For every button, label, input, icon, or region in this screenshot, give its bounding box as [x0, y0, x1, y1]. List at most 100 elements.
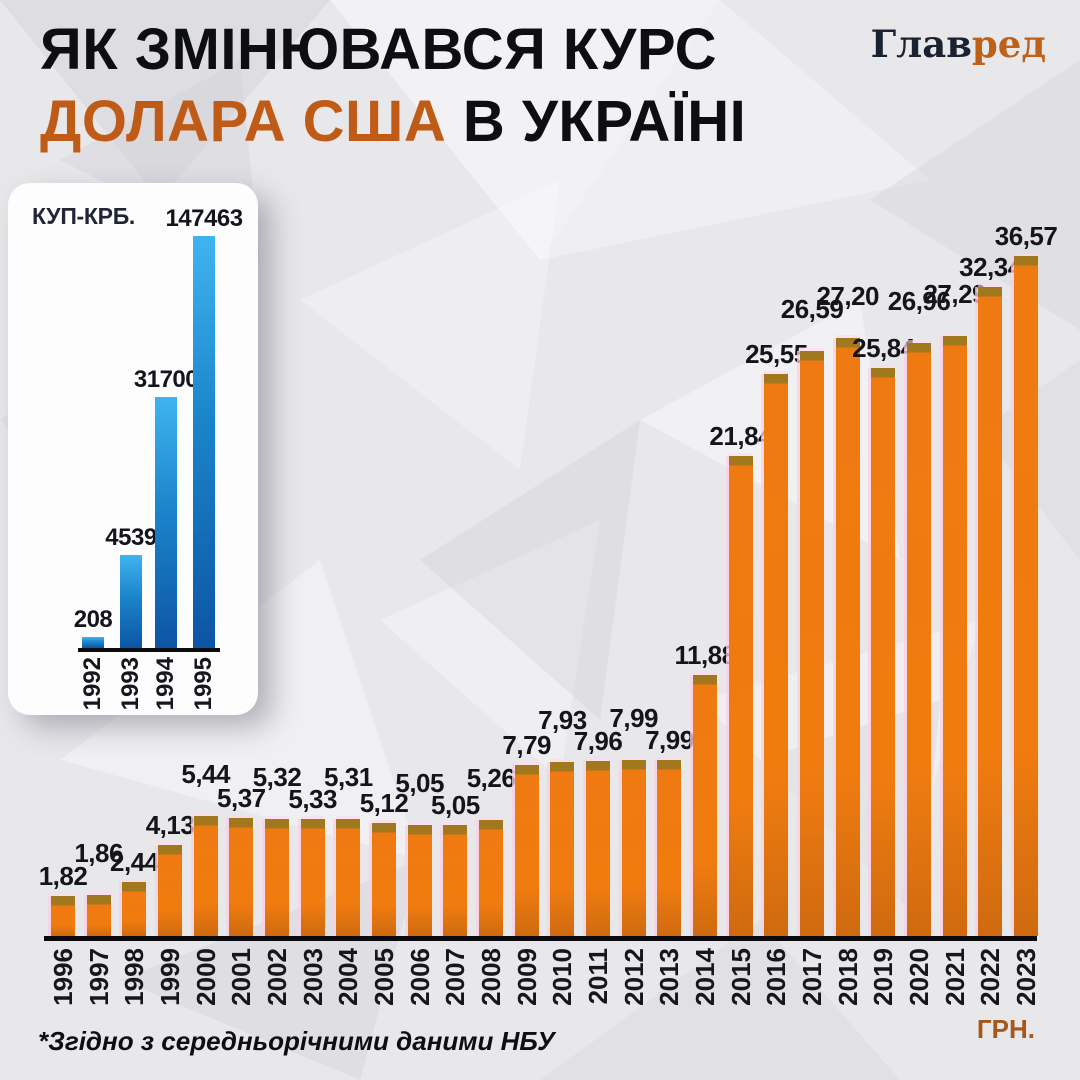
bar-year-label: 2023 — [1011, 948, 1042, 1006]
bar-value-label: 27,29 — [923, 279, 987, 309]
bar-year-label: 2004 — [333, 948, 364, 1006]
bar-value-label: 7,99 — [645, 725, 694, 755]
bar-year-label: 2019 — [868, 948, 899, 1006]
bar-year-label: 2009 — [511, 948, 542, 1006]
title-line-1: ЯК ЗМІНЮВАВСЯ КУРС — [40, 17, 717, 82]
bar-2012 — [621, 760, 646, 936]
bar-value-label: 5,33 — [288, 784, 337, 814]
main-axis-line — [44, 936, 1037, 941]
inset-bar-1993 — [120, 555, 142, 648]
bar-year-label: 2021 — [939, 948, 970, 1006]
bar-year-label: 2022 — [975, 948, 1006, 1006]
bar-value-label: 27,20 — [816, 281, 880, 311]
bar-year-label: 2006 — [404, 948, 435, 1006]
bar-year-label: 2020 — [904, 948, 935, 1006]
bar-2015 — [728, 456, 753, 936]
inset-chart: 208 1992 4539 1993 31700 1994 147463 1995 — [8, 183, 258, 715]
bar-year-label: 1998 — [119, 948, 150, 1006]
bar-value-label: 1,82 — [38, 861, 88, 891]
bar-value-label: 1,86 — [74, 838, 123, 868]
bar-year-label: 2011 — [583, 948, 614, 1005]
bar-value-label: 7,96 — [573, 726, 623, 756]
bar-2016 — [764, 374, 789, 936]
bar-2000 — [193, 816, 218, 936]
title-line-2-rest: В УКРАЇНІ — [446, 89, 747, 154]
bar-2022 — [978, 287, 1003, 936]
bar-2009 — [514, 765, 539, 936]
title-line-2: ДОЛАРА США В УКРАЇНІ — [40, 86, 746, 158]
bar-year-label: 2013 — [654, 948, 685, 1006]
inset-bar-value-label: 4539 — [105, 524, 157, 551]
bar-value-label: 5,26 — [466, 763, 516, 793]
bar-value-label: 5,44 — [181, 759, 230, 789]
bar-value-label: 4,13 — [145, 810, 195, 840]
bar-value-label: 26,96 — [887, 286, 951, 316]
bar-value-label: 5,32 — [252, 762, 302, 792]
inset-bar-value-label: 31700 — [133, 366, 199, 393]
inset-bar-1995 — [193, 236, 215, 648]
inset-bar-value-label: 147463 — [165, 205, 243, 232]
bar-year-label: 2014 — [690, 948, 721, 1006]
bar-value-label: 32,34 — [959, 252, 1022, 282]
bar-2005 — [372, 823, 397, 936]
bar-year-label: 2003 — [297, 948, 328, 1006]
bar-2003 — [300, 819, 325, 936]
bar-2023 — [1014, 256, 1039, 936]
bar-2017 — [800, 351, 825, 936]
bar-value-label: 5,05 — [395, 768, 444, 798]
brand-logo-dark: Глав — [870, 22, 972, 66]
brand-logo: Главред — [871, 22, 1046, 66]
bar-2013 — [657, 760, 682, 936]
bar-year-label: 2007 — [440, 948, 471, 1006]
inset-axis-line — [78, 648, 220, 652]
bar-year-label: 2016 — [761, 948, 792, 1006]
bar-2002 — [265, 819, 290, 936]
bar-1996 — [51, 896, 75, 936]
bar-value-label: 7,99 — [609, 703, 659, 733]
bar-year-label: 2017 — [797, 948, 828, 1006]
bar-year-label: 1997 — [83, 948, 114, 1006]
bar-2007 — [443, 825, 468, 936]
bar-2018 — [835, 338, 860, 936]
bar-year-label: 2010 — [547, 948, 578, 1006]
bar-value-label: 2,44 — [110, 847, 159, 877]
bar-value-label: 11,88 — [674, 640, 736, 670]
bar-year-label: 1996 — [48, 948, 78, 1006]
bar-value-label: 36,57 — [994, 221, 1058, 251]
bar-2008 — [479, 820, 504, 936]
bar-year-label: 2001 — [226, 948, 257, 1006]
bar-2006 — [407, 825, 432, 936]
bar-year-label: 2018 — [832, 948, 863, 1006]
bar-year-label: 1999 — [155, 948, 185, 1006]
bar-value-label: 5,12 — [359, 788, 409, 818]
currency-unit-label: ГРН. — [976, 1014, 1035, 1044]
bar-2014 — [693, 675, 718, 936]
bar-value-label: 25,84 — [852, 333, 915, 363]
bar-2011 — [586, 761, 611, 936]
bar-year-label: 2008 — [476, 948, 507, 1006]
bar-value-label: 7,93 — [538, 705, 587, 735]
bar-year-label: 2005 — [369, 948, 400, 1006]
bar-2010 — [550, 762, 575, 936]
bar-1998 — [122, 882, 147, 936]
bar-year-label: 2002 — [262, 948, 293, 1006]
bar-2001 — [229, 818, 254, 936]
bar-value-label: 25,55 — [745, 339, 808, 369]
bar-2019 — [871, 368, 896, 936]
bar-value-label: 5,05 — [431, 790, 480, 820]
bar-year-label: 2000 — [190, 948, 221, 1006]
bar-2004 — [336, 819, 361, 936]
bar-value-label: 21,84 — [709, 421, 772, 451]
bar-value-label: 5,31 — [324, 762, 373, 792]
bar-2021 — [942, 336, 967, 936]
page-title: ЯК ЗМІНЮВАВСЯ КУРС ДОЛАРА США В УКРАЇНІ — [40, 14, 746, 158]
bar-value-label: 5,37 — [217, 783, 266, 813]
inset-chart-card: КУП-КРБ. 208 1992 4539 1993 31700 1994 147463 1… — [8, 183, 258, 715]
bar-value-label: 26,59 — [780, 294, 844, 324]
brand-logo-orange: ред — [971, 22, 1046, 66]
bar-2020 — [907, 343, 932, 936]
inset-bar-value-label: 208 — [73, 606, 113, 633]
bar-value-label: 7,79 — [502, 730, 551, 760]
